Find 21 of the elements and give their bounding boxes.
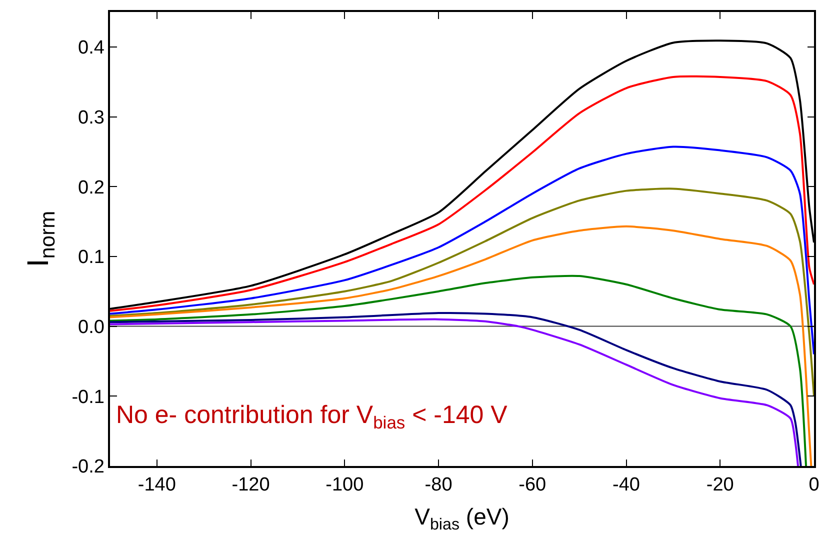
y-tick-label: 0.3 bbox=[78, 107, 104, 128]
x-tick-label: 0 bbox=[808, 474, 820, 496]
line-series bbox=[110, 225, 812, 466]
x-tick-label: -60 bbox=[518, 474, 546, 496]
y-tick-label: -0.2 bbox=[72, 456, 104, 478]
x-axis-title: V$_{bias}$ (eV) bbox=[414, 504, 510, 534]
line-series bbox=[110, 146, 814, 356]
x-tick-label: -120 bbox=[232, 474, 270, 496]
x-tick-label: -100 bbox=[326, 474, 364, 496]
y-tick-label: 0.0 bbox=[78, 316, 104, 338]
x-tick-label: -140 bbox=[138, 474, 176, 496]
y-tick-label: -0.1 bbox=[72, 386, 104, 408]
x-tick-label: -20 bbox=[706, 474, 734, 496]
line-series bbox=[110, 188, 814, 398]
annotation: No e- contribution for V$_{bias}$ < -140 V bbox=[116, 401, 508, 432]
y-tick-label: 0.1 bbox=[78, 247, 104, 268]
y-tick-label: 0.2 bbox=[78, 177, 104, 198]
x-tick-label: -80 bbox=[424, 474, 452, 496]
line-series bbox=[110, 274, 808, 466]
y-tick-label: 0.4 bbox=[78, 38, 105, 59]
x-tick-label: -40 bbox=[612, 474, 640, 496]
